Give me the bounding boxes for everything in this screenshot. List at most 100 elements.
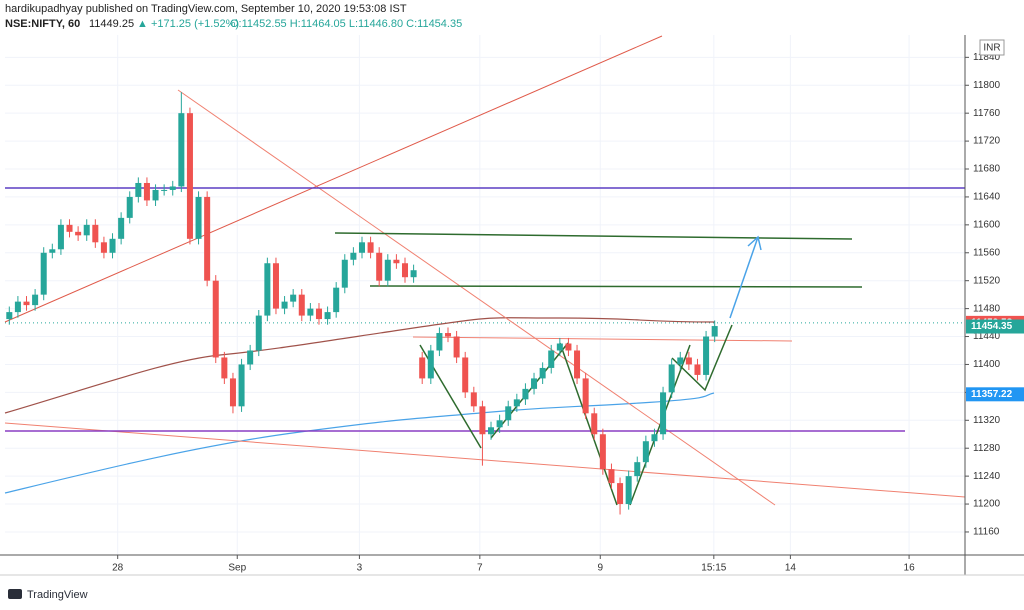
y-tick-label: 11200 bbox=[973, 499, 1001, 510]
candle-body bbox=[488, 427, 495, 435]
candle-body bbox=[548, 350, 555, 368]
y-tick-label: 11240 bbox=[973, 471, 1001, 482]
pattern-line bbox=[559, 342, 618, 506]
candle-body bbox=[66, 224, 73, 232]
y-tick-label: 11600 bbox=[973, 219, 1001, 230]
symbol: NSE:NIFTY, 60 bbox=[5, 18, 80, 30]
candle-body bbox=[376, 252, 383, 281]
y-tick-label: 11440 bbox=[973, 331, 1001, 342]
x-tick-label: 15:15 bbox=[701, 563, 726, 574]
candle-body bbox=[40, 252, 47, 295]
candle-body bbox=[694, 364, 701, 375]
candle-body bbox=[32, 294, 39, 306]
x-tick-label: 3 bbox=[357, 563, 363, 574]
trend-line bbox=[4, 422, 966, 498]
candle-body bbox=[401, 263, 409, 278]
candle-body bbox=[281, 301, 288, 309]
y-tick-label: 11840 bbox=[973, 52, 1001, 63]
candle-body bbox=[470, 392, 477, 407]
candle-body bbox=[100, 242, 107, 253]
candle-body bbox=[109, 238, 116, 253]
candle-body bbox=[169, 186, 176, 190]
candle-body bbox=[367, 242, 374, 253]
trend-line bbox=[4, 35, 663, 323]
candle-body bbox=[531, 378, 538, 389]
axes: 1116011200112401128011320113601140011440… bbox=[112, 52, 1024, 574]
candle-body bbox=[617, 483, 624, 505]
candle-body bbox=[505, 406, 512, 421]
candle-body bbox=[152, 189, 159, 201]
candle-body bbox=[453, 336, 460, 358]
candle-body bbox=[49, 249, 56, 253]
candle-body bbox=[393, 259, 400, 264]
logo bbox=[8, 589, 22, 599]
candle-body bbox=[14, 301, 21, 313]
candle-body bbox=[384, 259, 391, 281]
candles bbox=[6, 92, 718, 515]
y-tick-label: 11320 bbox=[973, 415, 1001, 426]
candle-body bbox=[642, 441, 649, 463]
candle-body bbox=[556, 343, 563, 351]
candle-body bbox=[126, 196, 133, 218]
candle-body bbox=[677, 357, 684, 365]
candle-body bbox=[608, 469, 615, 484]
candle-body bbox=[75, 231, 82, 236]
candle-body bbox=[315, 308, 322, 320]
arrow-head bbox=[747, 235, 762, 251]
candle-body bbox=[221, 357, 228, 379]
candle-body bbox=[229, 378, 236, 407]
y-tick-label: 11800 bbox=[973, 80, 1001, 91]
candle-body bbox=[186, 113, 193, 239]
price-label-box bbox=[966, 319, 1024, 334]
candle-body bbox=[591, 413, 598, 435]
publisher-line: hardikupadhyay published on TradingView.… bbox=[5, 3, 407, 15]
y-tick-label: 11640 bbox=[973, 192, 1001, 203]
y-tick-label: 11720 bbox=[973, 136, 1001, 147]
candle-body bbox=[290, 294, 297, 302]
y-tick-label: 11560 bbox=[973, 247, 1001, 258]
ohlc: O:11452.55 H:11464.05 L:11446.80 C:11454… bbox=[230, 18, 462, 30]
candle-body bbox=[668, 364, 675, 393]
candle-body bbox=[445, 333, 452, 337]
x-tick-label: 7 bbox=[477, 563, 483, 574]
candle-body bbox=[651, 434, 658, 442]
level-line bbox=[369, 285, 863, 288]
candle-body bbox=[496, 420, 503, 428]
pattern-line bbox=[490, 342, 569, 439]
candle-body bbox=[298, 294, 305, 316]
trend-line bbox=[177, 89, 776, 506]
y-tick-label: 11160 bbox=[973, 527, 1000, 538]
candle-body bbox=[711, 326, 718, 337]
y-tick-label: 11400 bbox=[973, 359, 1001, 370]
candle-body bbox=[574, 350, 581, 379]
candle-body bbox=[599, 434, 606, 470]
candle-body bbox=[83, 224, 90, 236]
change: ▲ +171.25 (+1.52%) bbox=[137, 18, 239, 30]
moving-average bbox=[4, 317, 716, 414]
x-tick-label: 28 bbox=[112, 563, 124, 574]
candle-body bbox=[324, 312, 331, 320]
candle-body bbox=[264, 263, 271, 316]
candle-body bbox=[307, 308, 314, 316]
candle-body bbox=[92, 224, 99, 243]
logo-icon bbox=[8, 589, 22, 599]
candle-body bbox=[238, 364, 245, 407]
y-tick-label: 11280 bbox=[973, 443, 1001, 454]
candle-body bbox=[118, 217, 125, 239]
candle-body bbox=[255, 315, 262, 351]
y-tick-label: 11520 bbox=[973, 275, 1001, 286]
x-tick-label: 16 bbox=[904, 563, 916, 574]
currency: INR bbox=[983, 43, 1000, 54]
candle-body bbox=[582, 378, 589, 414]
candle-body bbox=[143, 182, 150, 201]
x-tick-label: 14 bbox=[785, 563, 797, 574]
y-tick-label: 11760 bbox=[973, 108, 1001, 119]
candle-body bbox=[419, 357, 426, 379]
level-line bbox=[334, 232, 853, 240]
y-tick-label: 11480 bbox=[973, 303, 1001, 314]
candle-body bbox=[565, 343, 572, 351]
x-tick-label: 9 bbox=[597, 563, 603, 574]
candle-body bbox=[436, 333, 443, 351]
candle-body bbox=[212, 280, 219, 358]
